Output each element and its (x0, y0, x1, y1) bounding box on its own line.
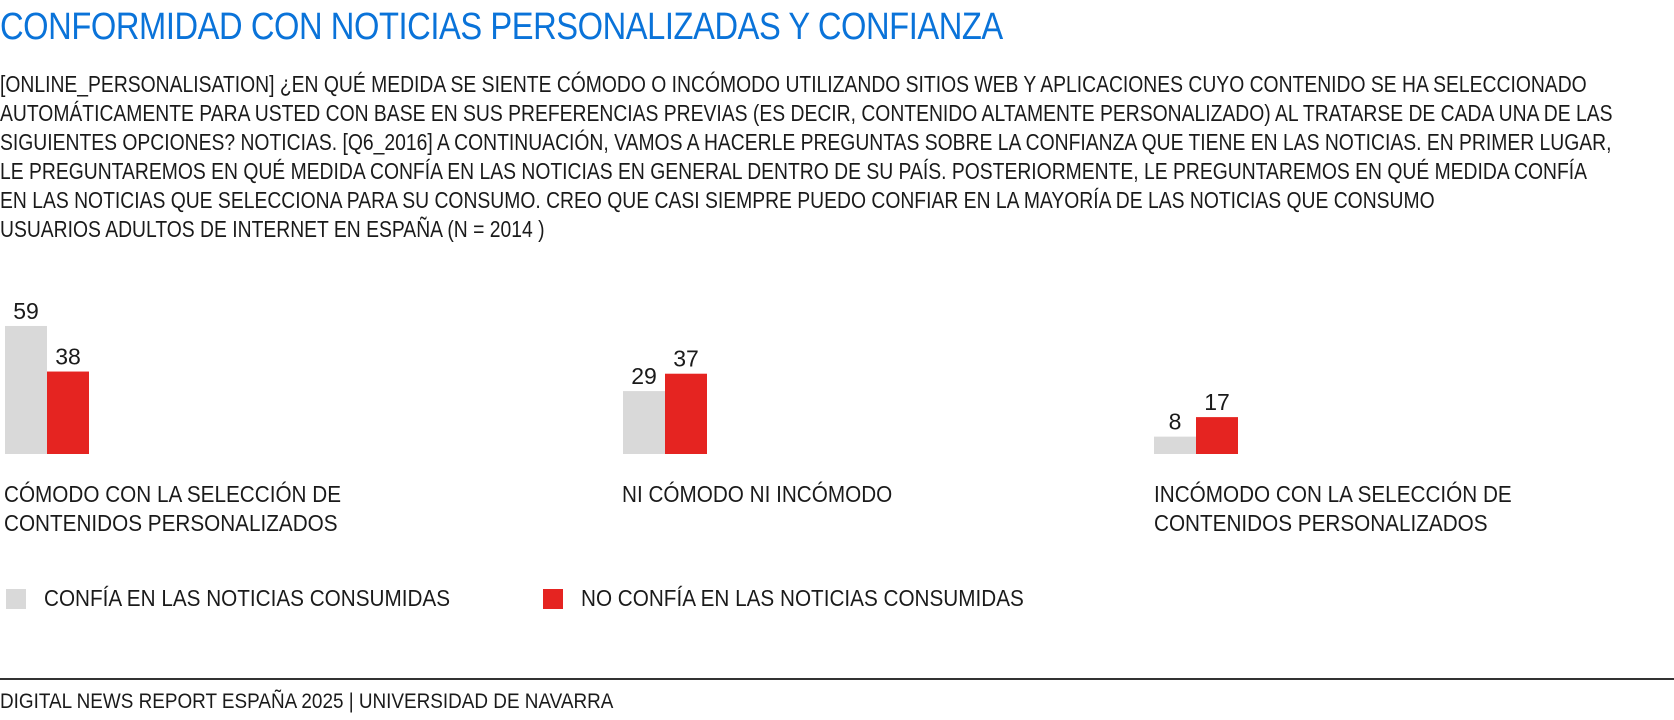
bar-confia-2 (1154, 436, 1196, 454)
legend-label-confia: CONFÍA EN LAS NOTICIAS CONSUMIDAS (44, 585, 451, 611)
bar-value-label: 29 (631, 363, 657, 389)
legend-item-no-confia: NO CONFÍA EN LAS NOTICIAS CONSUMIDAS (543, 585, 1073, 612)
footer-divider (0, 678, 1674, 680)
category-label-incomodo: INCÓMODO CON LA SELECCIÓN DE CONTENIDOS … (1154, 481, 1512, 536)
bar-value-label: 37 (673, 346, 699, 372)
bar-no-confia-0 (47, 371, 89, 454)
legend-label-no-confia: NO CONFÍA EN LAS NOTICIAS CONSUMIDAS (581, 585, 1024, 611)
chart-subtitle: [ONLINE_PERSONALISATION] ¿EN QUÉ MEDIDA … (0, 70, 1613, 244)
bar-value-label: 59 (13, 298, 39, 324)
survey-question: [ONLINE_PERSONALISATION] ¿EN QUÉ MEDIDA … (0, 71, 1613, 213)
bar-value-label: 17 (1204, 389, 1230, 415)
legend-swatch-no-confia (543, 588, 563, 609)
footer-source: DIGITAL NEWS REPORT ESPAÑA 2025 | UNIVER… (0, 690, 614, 713)
legend-item-confia: CONFÍA EN LAS NOTICIAS CONSUMIDAS (6, 585, 495, 612)
category-label-comodo: CÓMODO CON LA SELECCIÓN DE CONTENIDOS PE… (4, 481, 342, 536)
chart-title: CONFORMIDAD CON NOTICIAS PERSONALIZADAS … (0, 6, 1003, 48)
legend-swatch-confia (6, 588, 26, 609)
bar-confia-1 (623, 391, 665, 454)
category-label-neutral: NI CÓMODO NI INCÓMODO (622, 481, 893, 507)
bar-no-confia-1 (665, 373, 707, 454)
bar-value-label: 8 (1169, 409, 1182, 435)
bar-value-label: 38 (55, 344, 81, 370)
bar-confia-0 (5, 325, 47, 454)
sample-base: USUARIOS ADULTOS DE INTERNET EN ESPAÑA (… (0, 216, 545, 242)
bar-chart: 59 38 29 37 8 17 (5, 298, 1238, 454)
bar-no-confia-2 (1196, 417, 1238, 454)
